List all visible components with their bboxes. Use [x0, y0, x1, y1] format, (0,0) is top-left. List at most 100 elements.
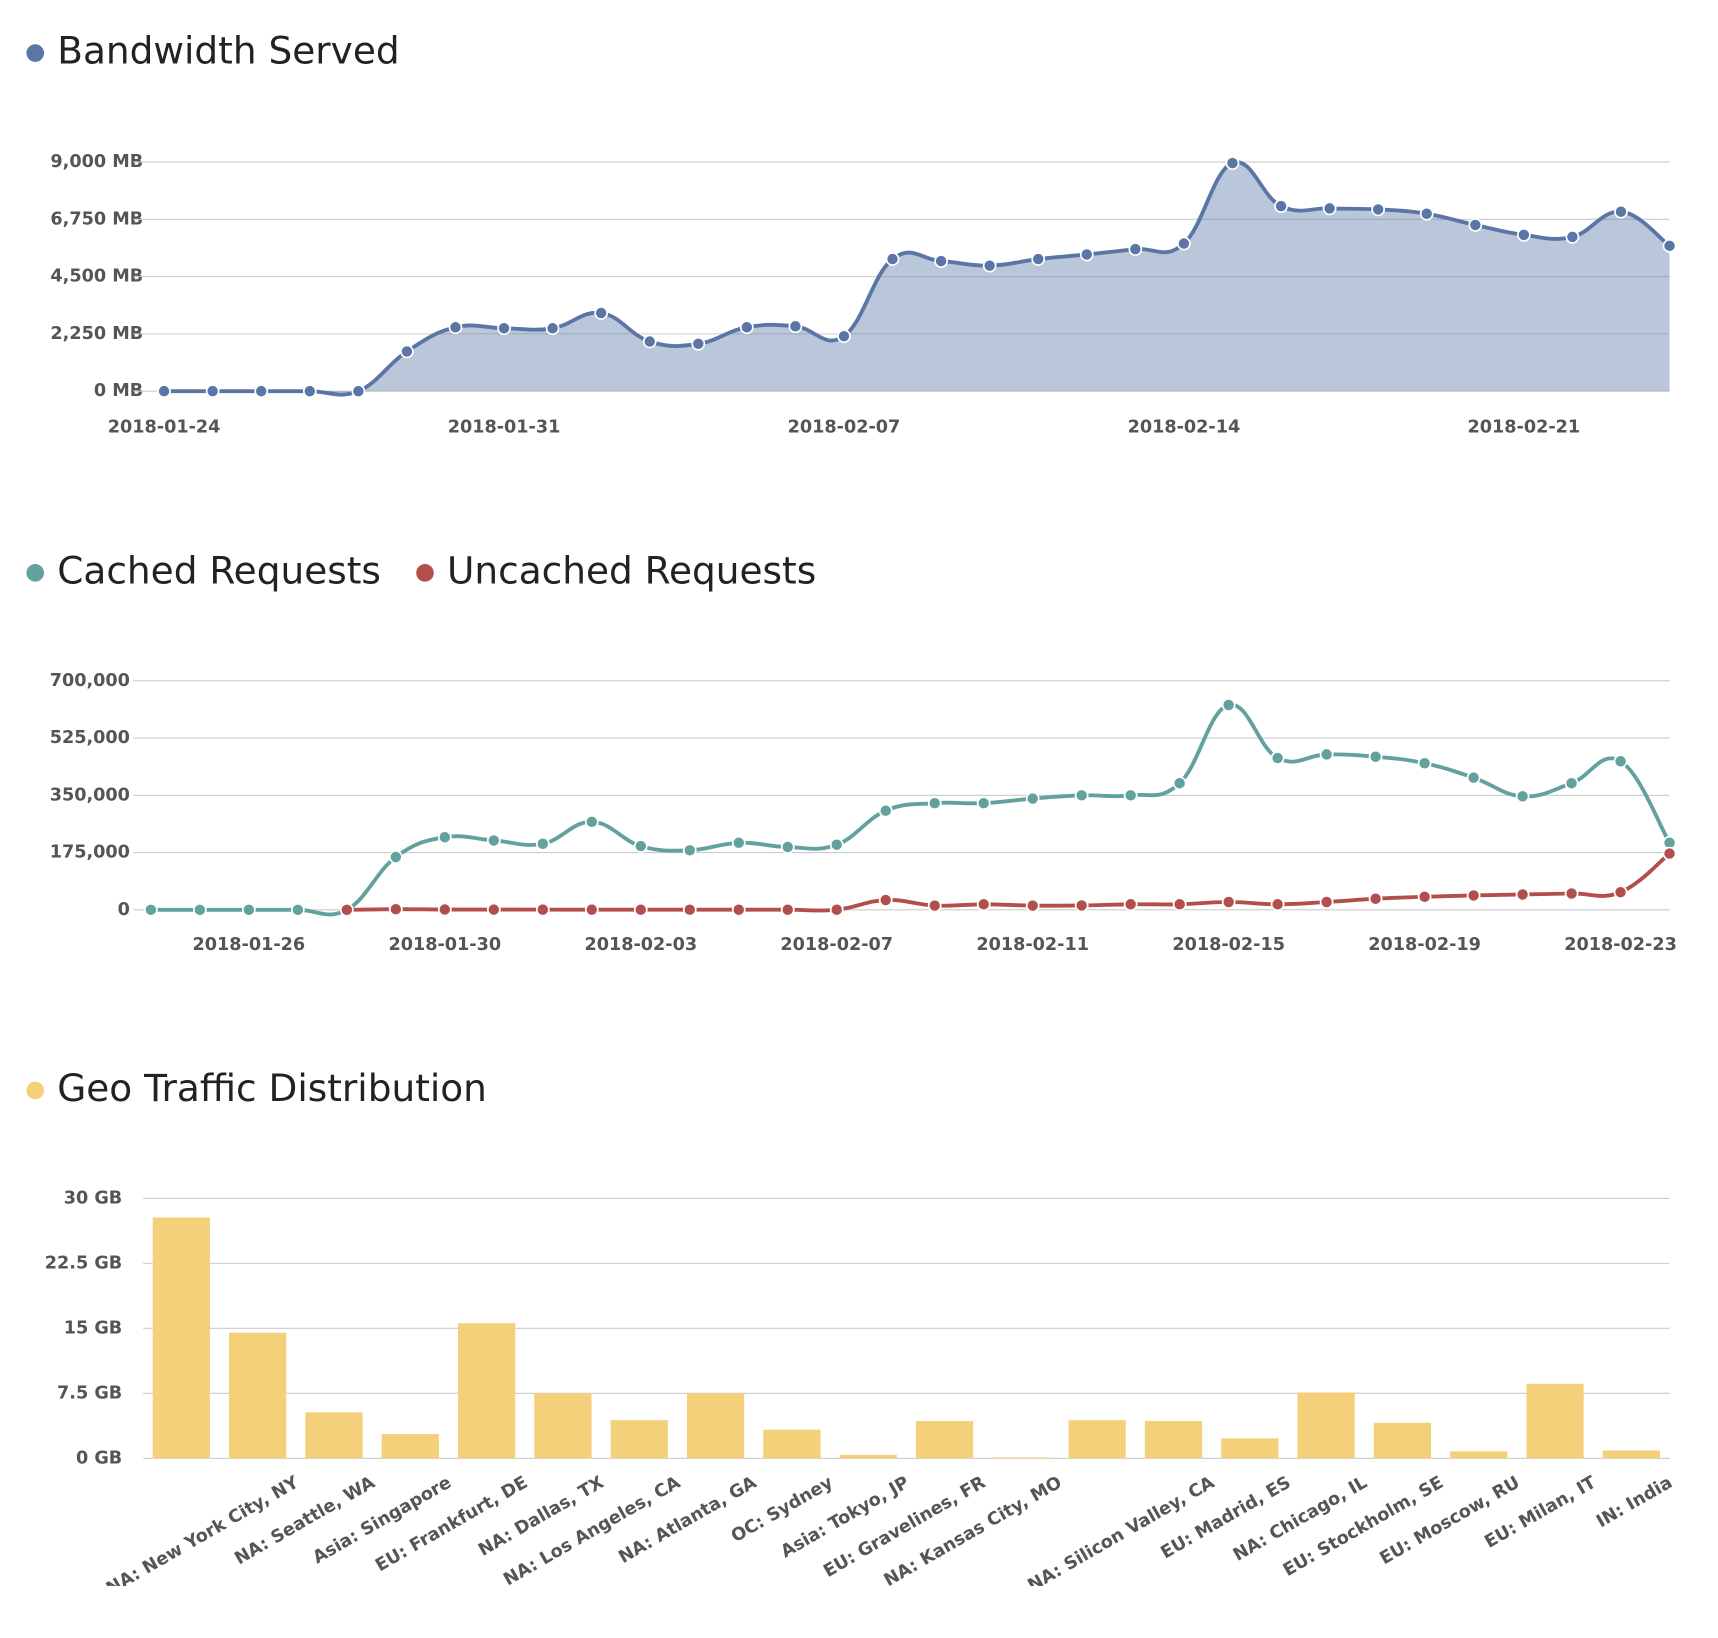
point — [486, 902, 501, 917]
point — [1031, 252, 1046, 266]
point — [448, 320, 463, 335]
x-tick-label: 2018-02-11 — [976, 935, 1089, 955]
point — [486, 833, 501, 848]
point — [545, 321, 560, 336]
x-tick-label: EU: Moscow, RU — [1377, 1473, 1524, 1569]
x-tick-label: IN: India — [1593, 1473, 1676, 1532]
x-tick-label: 2018-02-15 — [1172, 935, 1285, 955]
point — [1613, 754, 1628, 769]
x-tick-label: NA: Atlanta, GA — [615, 1473, 760, 1568]
point — [241, 902, 256, 917]
point — [829, 837, 844, 852]
legend-label: Bandwidth Served — [57, 29, 399, 73]
point — [780, 902, 795, 917]
point — [682, 843, 697, 858]
point — [885, 252, 900, 266]
x-tick-label: 2018-02-21 — [1468, 417, 1581, 437]
bar — [1144, 1421, 1203, 1459]
bar — [763, 1429, 821, 1459]
x-tick-label: 2018-01-31 — [448, 417, 561, 437]
point — [1225, 156, 1240, 170]
y-tick-label: 350,000 — [50, 785, 130, 805]
point — [290, 902, 305, 917]
point — [1221, 698, 1236, 712]
point — [1417, 889, 1432, 904]
point — [1466, 770, 1481, 785]
point — [829, 902, 844, 917]
point — [254, 384, 269, 399]
point — [351, 384, 366, 399]
y-tick-label: 22.5 GB — [45, 1253, 122, 1273]
legend-label: Geo Traffic Distribution — [57, 1066, 487, 1110]
point — [388, 850, 403, 864]
point — [1662, 846, 1677, 861]
point — [878, 893, 893, 907]
point — [1128, 242, 1143, 257]
y-tick-label: 9,000 MB — [50, 152, 143, 172]
y-tick-label: 0 GB — [76, 1448, 122, 1468]
point — [1319, 895, 1334, 909]
point — [400, 344, 414, 359]
legend-marker — [26, 564, 45, 582]
point — [927, 796, 942, 811]
bar — [1221, 1438, 1279, 1459]
point — [1613, 885, 1628, 900]
bar — [839, 1454, 897, 1459]
bar — [1450, 1451, 1508, 1459]
point — [584, 902, 599, 917]
legend-label: Cached Requests — [57, 548, 381, 592]
legend-label: Uncached Requests — [447, 548, 816, 592]
y-tick-label: 30 GB — [64, 1188, 123, 1208]
bar — [1373, 1422, 1432, 1459]
y-tick-label: 15 GB — [64, 1318, 123, 1338]
point — [1123, 897, 1138, 912]
point — [143, 902, 158, 917]
area — [164, 162, 1670, 395]
bar — [915, 1421, 974, 1459]
point — [594, 306, 609, 320]
point — [1417, 756, 1432, 771]
point — [1368, 749, 1383, 764]
point — [1564, 776, 1579, 791]
x-tick-label: 2018-02-07 — [788, 417, 901, 437]
point — [1515, 887, 1530, 902]
point — [878, 803, 893, 818]
point — [927, 898, 942, 913]
point — [584, 814, 599, 829]
bar — [992, 1457, 1050, 1459]
point — [535, 902, 550, 917]
line — [164, 160, 1671, 397]
point — [1172, 897, 1187, 912]
point — [1564, 886, 1579, 901]
point — [497, 321, 511, 336]
point — [1371, 202, 1386, 217]
y-tick-label: 2,250 MB — [50, 324, 143, 344]
point — [976, 897, 991, 912]
point — [205, 384, 220, 399]
point — [535, 836, 550, 851]
point — [1074, 898, 1089, 913]
point — [1662, 238, 1677, 253]
point — [1079, 247, 1094, 262]
y-tick-label: 6,750 MB — [50, 209, 143, 229]
point — [780, 840, 795, 854]
y-tick-label: 4,500 MB — [50, 267, 143, 287]
x-tick-label: 2018-01-26 — [193, 935, 306, 955]
point — [682, 902, 697, 917]
point — [1368, 891, 1383, 906]
point — [731, 902, 746, 917]
bar — [229, 1332, 287, 1459]
bar — [610, 1420, 668, 1459]
point — [982, 258, 997, 273]
y-tick-label: 0 — [118, 900, 130, 920]
point — [1025, 898, 1040, 913]
bar — [1602, 1450, 1661, 1459]
y-tick-label: 7.5 GB — [57, 1383, 122, 1403]
point — [1025, 791, 1040, 806]
point — [437, 830, 452, 845]
point — [1565, 230, 1580, 244]
x-tick-label: 2018-02-07 — [780, 935, 893, 955]
x-tick-label: EU: Madrid, ES — [1158, 1473, 1295, 1564]
line — [346, 852, 1671, 913]
